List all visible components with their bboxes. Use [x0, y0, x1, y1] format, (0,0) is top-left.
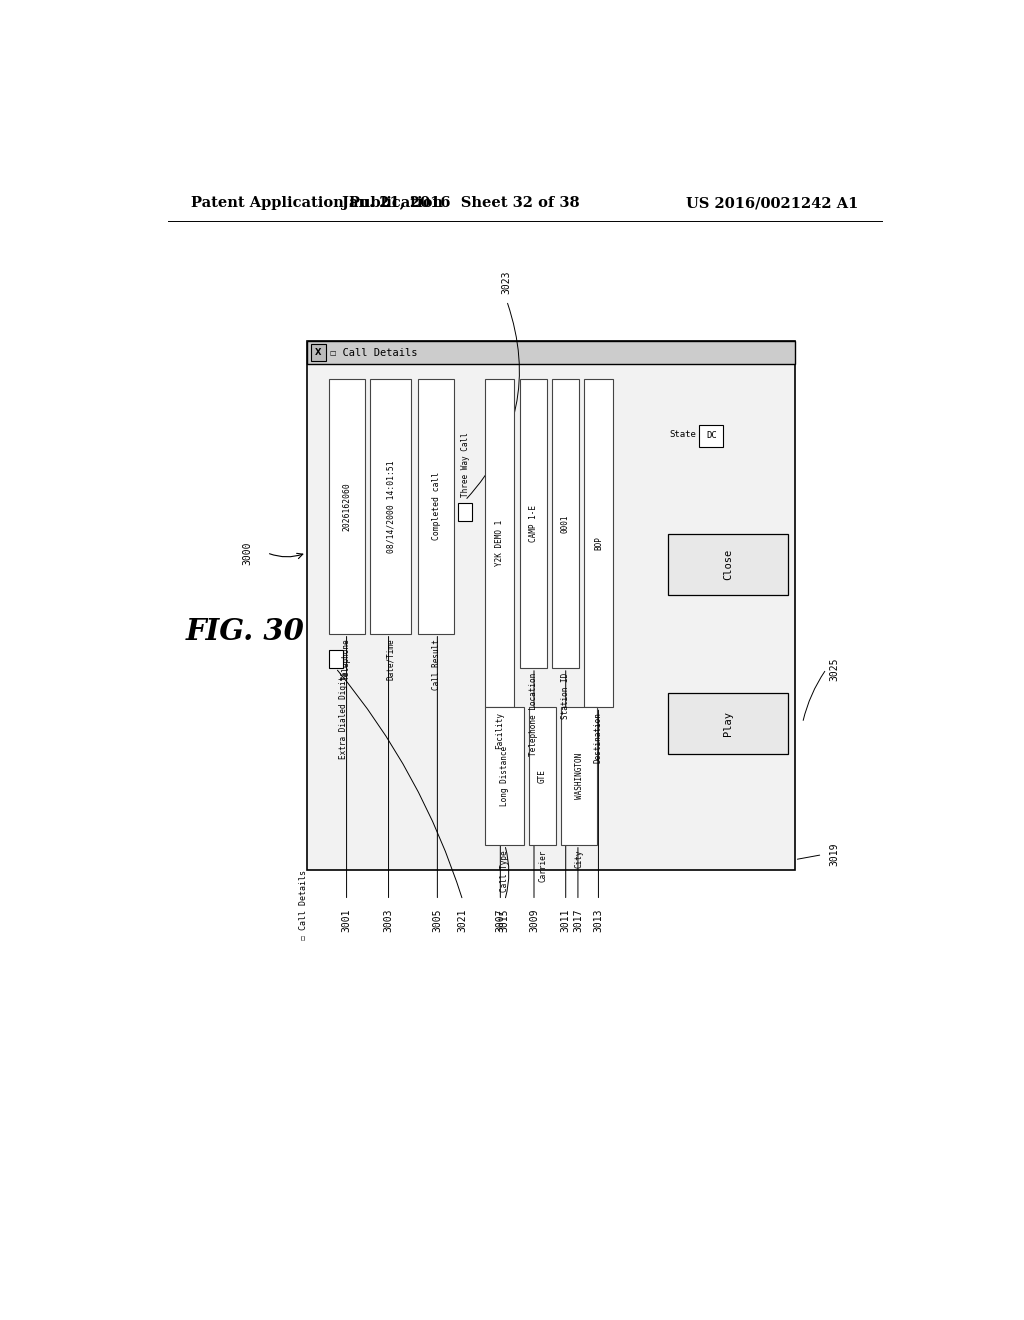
Text: CAMP 1-E: CAMP 1-E [529, 506, 539, 543]
Bar [370, 379, 412, 634]
Text: 3003: 3003 [384, 909, 393, 932]
Bar [458, 503, 472, 521]
Text: 3021: 3021 [458, 909, 468, 932]
Text: X: X [315, 348, 322, 356]
Bar [418, 379, 455, 634]
Text: Date/Time: Date/Time [386, 639, 395, 680]
Bar [310, 345, 327, 360]
Text: 3007: 3007 [496, 909, 505, 932]
Bar [668, 535, 788, 595]
Bar [561, 708, 597, 845]
Text: Close: Close [723, 549, 733, 581]
Text: FIG. 30: FIG. 30 [186, 616, 305, 645]
Text: Telephone: Telephone [342, 639, 351, 680]
Text: Facility: Facility [496, 713, 505, 750]
Text: Patent Application Publication: Patent Application Publication [191, 197, 443, 210]
Bar [552, 379, 579, 668]
Text: State: State [670, 430, 696, 440]
Bar [485, 708, 524, 845]
Text: ☐ Call Details: ☐ Call Details [331, 347, 418, 358]
Bar [529, 708, 556, 845]
Bar [520, 379, 547, 668]
Bar [668, 693, 788, 754]
Text: ☐ Call Details: ☐ Call Details [299, 870, 307, 940]
Text: 3009: 3009 [529, 909, 539, 932]
Text: 08/14/2000 14:01:51: 08/14/2000 14:01:51 [386, 461, 395, 553]
Text: US 2016/0021242 A1: US 2016/0021242 A1 [686, 197, 858, 210]
Text: 3025: 3025 [829, 657, 840, 681]
Text: Jan. 21, 2016  Sheet 32 of 38: Jan. 21, 2016 Sheet 32 of 38 [342, 197, 581, 210]
Text: 2026162060: 2026162060 [342, 482, 351, 531]
Text: GTE: GTE [538, 770, 547, 783]
Text: Long Distance: Long Distance [500, 746, 509, 807]
Text: WASHINGTON: WASHINGTON [574, 752, 584, 799]
Text: 3001: 3001 [342, 909, 351, 932]
Text: Station ID: Station ID [561, 673, 570, 719]
Text: 3019: 3019 [829, 843, 840, 866]
Text: Call Type: Call Type [500, 850, 509, 891]
Text: 3015: 3015 [500, 909, 510, 932]
Text: 3011: 3011 [561, 909, 570, 932]
Text: Call Result: Call Result [432, 639, 440, 689]
Text: DC: DC [706, 432, 717, 441]
Text: Destination: Destination [594, 713, 603, 763]
Bar [699, 425, 723, 447]
Text: City: City [574, 850, 584, 869]
Text: Telephone Location: Telephone Location [529, 673, 539, 756]
Bar [306, 342, 795, 870]
Text: Three Way Call: Three Way Call [461, 433, 469, 498]
Bar [329, 379, 366, 634]
Text: Play: Play [723, 710, 733, 735]
Text: Y2K DEMO 1: Y2K DEMO 1 [496, 520, 505, 566]
Text: Extra Dialed Digits: Extra Dialed Digits [339, 671, 348, 759]
Bar [485, 379, 514, 708]
Text: Carrier: Carrier [538, 850, 547, 882]
Text: 3023: 3023 [502, 271, 512, 294]
Text: 3000: 3000 [242, 541, 252, 565]
Text: 3017: 3017 [572, 909, 583, 932]
Text: Completed call: Completed call [432, 473, 440, 540]
Text: BOP: BOP [594, 536, 603, 550]
Text: 3005: 3005 [432, 909, 442, 932]
Text: 3013: 3013 [594, 909, 603, 932]
Text: 0001: 0001 [561, 515, 570, 533]
Bar [306, 342, 795, 364]
Bar [584, 379, 613, 708]
Bar [329, 649, 343, 668]
Bar [306, 342, 795, 364]
